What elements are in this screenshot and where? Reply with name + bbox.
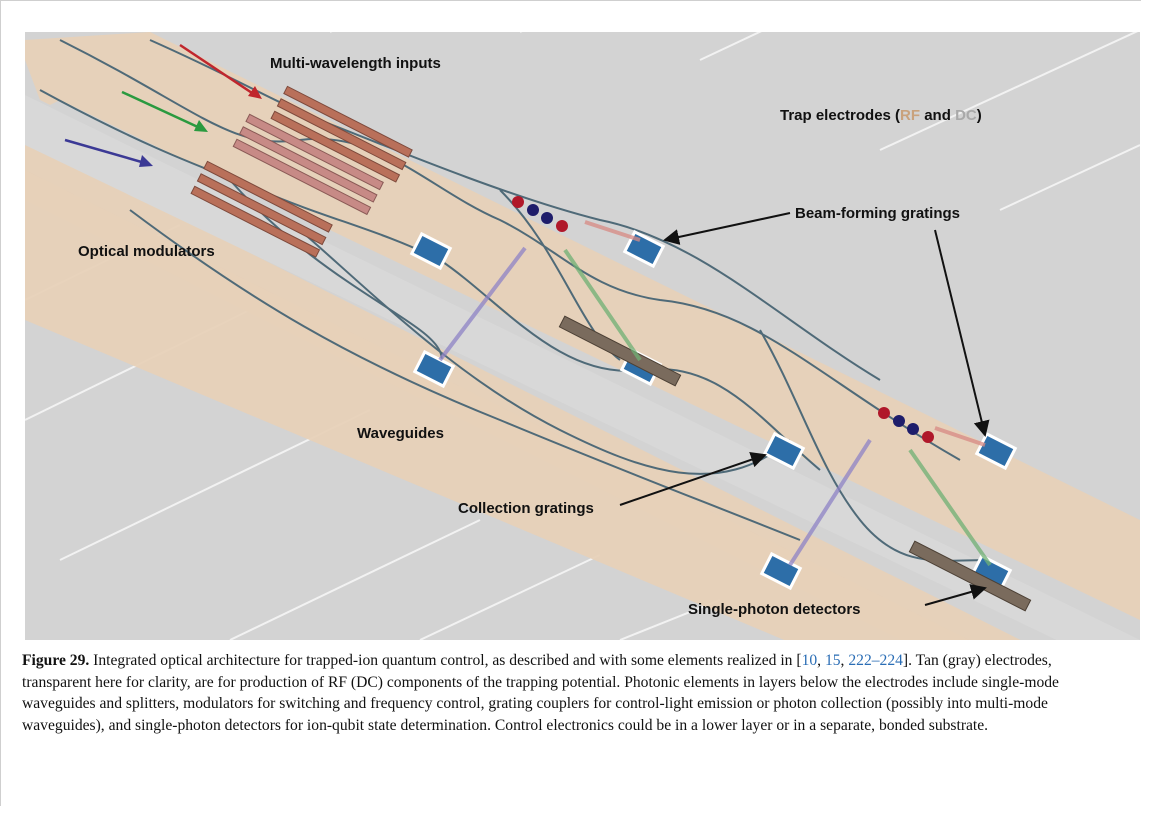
label-trap-electrodes: Trap electrodes (RF and DC) bbox=[780, 107, 982, 124]
caption-text: Integrated optical architecture for trap… bbox=[89, 652, 802, 669]
label-waveguides: Waveguides bbox=[357, 425, 444, 442]
label-segment: RF bbox=[900, 107, 920, 124]
modulators bbox=[190, 85, 413, 258]
ions bbox=[512, 196, 934, 443]
citation-link[interactable]: 222–224 bbox=[848, 652, 903, 669]
label-inputs: Multi-wavelength inputs bbox=[270, 55, 441, 72]
label-detectors: Single-photon detectors bbox=[688, 601, 861, 618]
citation-link[interactable]: 10 bbox=[801, 652, 818, 669]
input-arrows bbox=[64, 43, 262, 167]
caption-text: , bbox=[817, 652, 825, 669]
figure-caption: Figure 29. Integrated optical architectu… bbox=[22, 650, 1122, 736]
label-segment: DC bbox=[955, 107, 977, 124]
caption-text: Figure 29. bbox=[22, 652, 90, 669]
chip bbox=[25, 32, 1140, 640]
citation-link[interactable]: 15 bbox=[824, 652, 841, 669]
label-segment: and bbox=[920, 107, 955, 124]
figure-diagram: Multi-wavelength inputs Trap electrodes … bbox=[25, 32, 1140, 640]
pointer-arrows bbox=[619, 212, 990, 606]
frame bbox=[0, 0, 1141, 806]
detectors bbox=[558, 315, 1032, 612]
beams bbox=[438, 220, 992, 567]
label-collection: Collection gratings bbox=[458, 500, 594, 517]
label-segment: Trap electrodes ( bbox=[780, 107, 900, 124]
label-segment: ) bbox=[977, 107, 982, 124]
caption-text: , bbox=[840, 652, 849, 669]
caption-text: ]. Tan (gray) electrodes, transparent he… bbox=[22, 652, 1059, 734]
label-modulators: Optical modulators bbox=[78, 243, 215, 260]
label-beam-forming: Beam-forming gratings bbox=[795, 205, 960, 222]
